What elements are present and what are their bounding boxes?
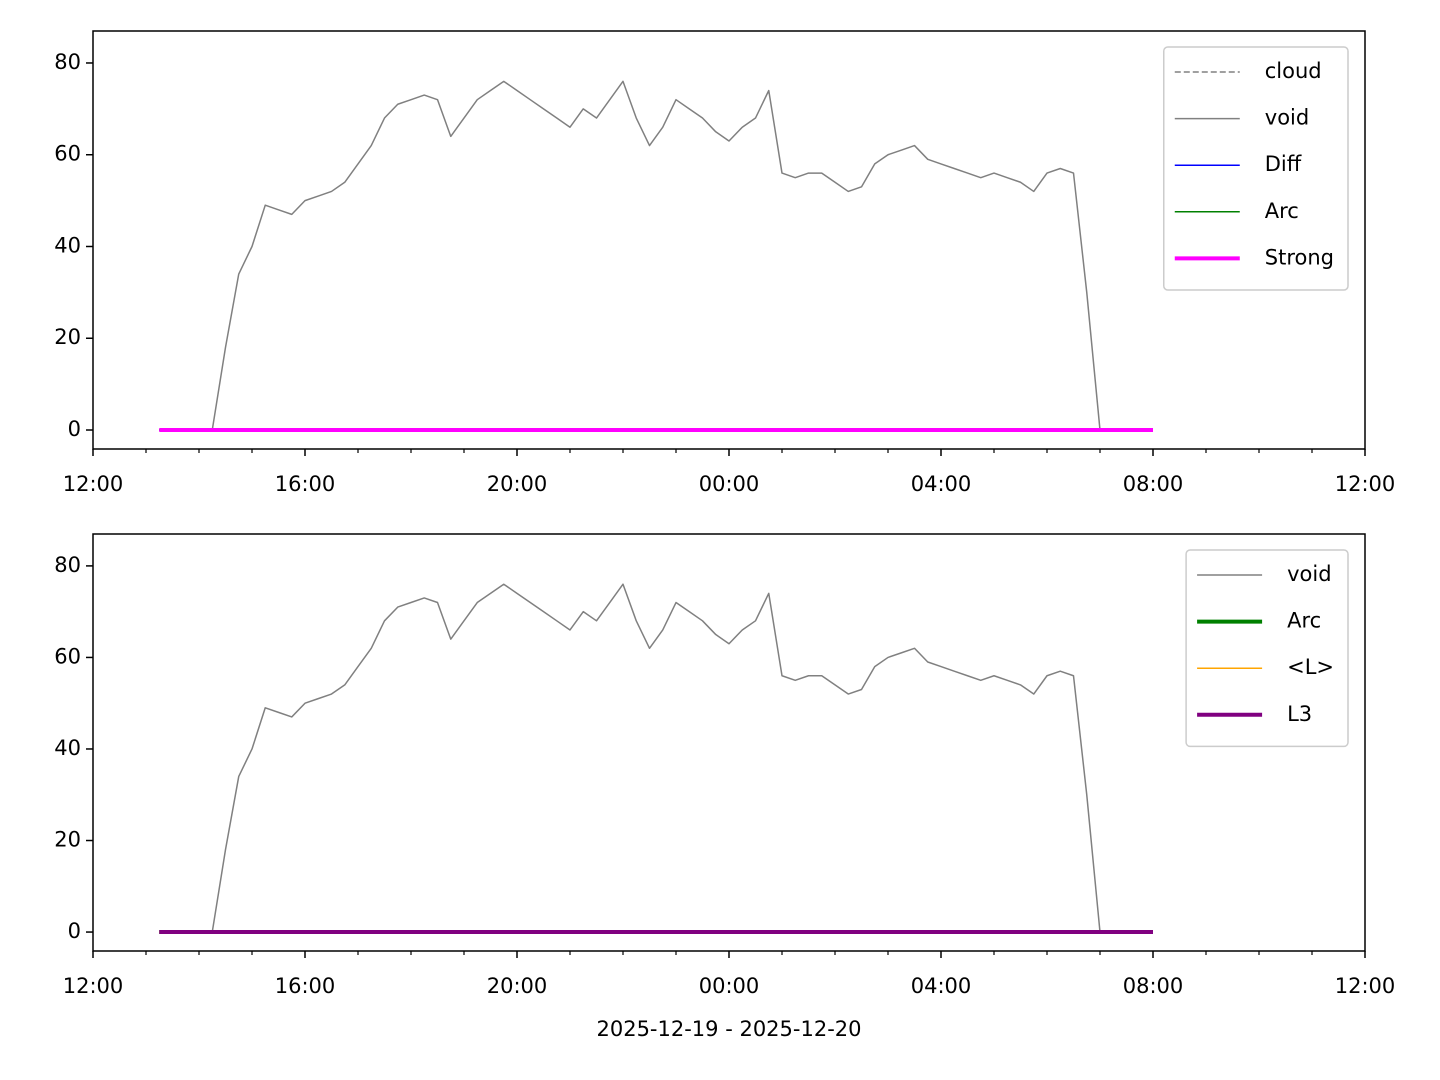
x-tick-label: 12:00 bbox=[63, 974, 124, 998]
y-tick-label: 0 bbox=[68, 919, 81, 943]
x-tick-label: 16:00 bbox=[275, 472, 336, 496]
x-tick-label: 20:00 bbox=[487, 472, 548, 496]
y-tick-label: 20 bbox=[54, 828, 81, 852]
x-tick-label: 12:00 bbox=[1335, 472, 1396, 496]
x-tick-label: 00:00 bbox=[699, 472, 760, 496]
legend: void Arc <L> L3 bbox=[1185, 549, 1349, 748]
plot-area bbox=[93, 534, 1365, 951]
legend-label: cloud bbox=[1265, 59, 1322, 83]
legend: cloud void Diff Arc Strong bbox=[1163, 46, 1349, 291]
x-tick-label: 20:00 bbox=[487, 974, 548, 998]
x-tick-label: 04:00 bbox=[911, 974, 972, 998]
y-tick-label: 80 bbox=[54, 553, 81, 577]
y-tick-label: 60 bbox=[54, 644, 81, 668]
legend-frame bbox=[1163, 46, 1349, 291]
y-tick-label: 40 bbox=[54, 736, 81, 760]
legend-frame bbox=[1185, 549, 1349, 748]
y-tick-label: 0 bbox=[68, 417, 81, 441]
x-tick-label: 08:00 bbox=[1123, 974, 1184, 998]
legend-label: Strong bbox=[1265, 245, 1334, 269]
y-tick-label: 20 bbox=[54, 325, 81, 349]
x-tick-label: 12:00 bbox=[63, 472, 124, 496]
series-line bbox=[211, 80, 1101, 431]
axes: 12:00 16:00 20:00 00:00 04:00 08:00 12:00 0 20 40… bbox=[54, 30, 1396, 496]
y-tick-label: 80 bbox=[54, 50, 81, 74]
x-tick-label: 12:00 bbox=[1335, 974, 1396, 998]
legend-label: void bbox=[1265, 106, 1309, 130]
legend-label: Arc bbox=[1265, 199, 1299, 223]
x-axis-label: 2025-12-19 - 2025-12-20 bbox=[596, 1017, 861, 1041]
legend-label: <L> bbox=[1287, 655, 1334, 679]
y-tick-label: 60 bbox=[54, 142, 81, 166]
legend-label: L3 bbox=[1287, 702, 1312, 726]
axes: 12:00 16:00 20:00 00:00 04:00 08:00 12:00 0 20 40… bbox=[54, 533, 1396, 1041]
legend-label: Arc bbox=[1287, 609, 1321, 633]
plot-area bbox=[93, 31, 1365, 449]
x-tick-label: 04:00 bbox=[911, 472, 972, 496]
x-tick-label: 08:00 bbox=[1123, 472, 1184, 496]
x-tick-label: 16:00 bbox=[275, 974, 336, 998]
legend-label: void bbox=[1287, 562, 1331, 586]
legend-label: Diff bbox=[1265, 152, 1302, 176]
y-tick-label: 40 bbox=[54, 233, 81, 257]
series-line bbox=[211, 583, 1101, 933]
x-tick-label: 00:00 bbox=[699, 974, 760, 998]
